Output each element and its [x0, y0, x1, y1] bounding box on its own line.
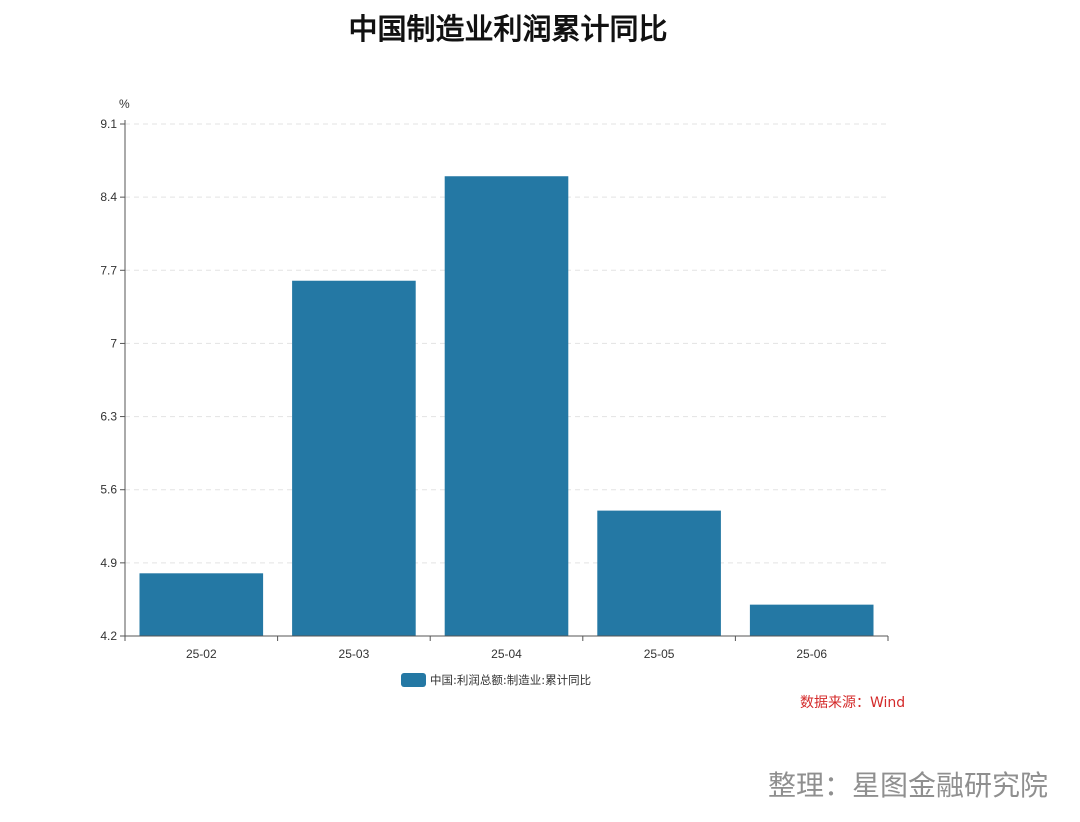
legend[interactable]: 中国:利润总额:制造业:累计同比 — [401, 673, 591, 687]
x-tick-label: 25-02 — [186, 647, 217, 661]
y-tick-label: 7 — [110, 336, 117, 350]
y-tick-label: 4.9 — [100, 556, 117, 570]
chart-title: 中国制造业利润累计同比 — [348, 12, 668, 46]
axes — [120, 120, 889, 641]
bars — [139, 176, 874, 636]
bar-25-02[interactable] — [139, 573, 264, 636]
bar-25-04[interactable] — [444, 176, 569, 636]
x-tick-labels: 25-02 25-03 25-04 25-05 25-06 — [186, 647, 827, 661]
bar-25-03[interactable] — [292, 280, 416, 636]
credit-watermark: 整理：星图金融研究院 — [767, 769, 1048, 802]
y-tick-label: 5.6 — [100, 483, 117, 497]
y-tick-label: 7.7 — [100, 263, 117, 277]
y-axis-unit: % — [119, 97, 130, 111]
y-tick-label: 8.4 — [100, 190, 117, 204]
y-tick-label: 4.2 — [100, 629, 117, 643]
x-tick-label: 25-05 — [644, 647, 675, 661]
bar-25-06[interactable] — [749, 604, 874, 636]
y-tick-labels: 4.2 4.9 5.6 6.3 7 7.7 8.4 9.1 — [100, 117, 117, 643]
source-note: 数据来源：Wind — [800, 695, 906, 711]
y-tick-label: 9.1 — [100, 117, 117, 131]
legend-label: 中国:利润总额:制造业:累计同比 — [430, 673, 591, 687]
y-tick-label: 6.3 — [100, 410, 117, 424]
bar-25-05[interactable] — [597, 510, 721, 636]
legend-swatch — [401, 673, 426, 687]
x-tick-label: 25-06 — [796, 647, 827, 661]
x-tick-label: 25-03 — [339, 647, 370, 661]
x-tick-label: 25-04 — [491, 647, 522, 661]
